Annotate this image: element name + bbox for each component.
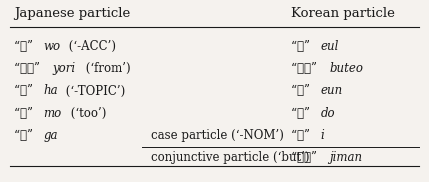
Text: i: i <box>320 129 324 142</box>
Text: (‘-TOPIC’): (‘-TOPIC’) <box>62 84 125 98</box>
Text: (‘too’): (‘too’) <box>67 107 106 120</box>
Text: “을”: “을” <box>291 40 314 53</box>
Text: “지만”: “지만” <box>291 151 321 164</box>
Text: “이”: “이” <box>291 129 314 142</box>
Text: eul: eul <box>320 40 339 53</box>
Text: “も”: “も” <box>14 107 37 120</box>
Text: “が”: “が” <box>14 129 37 142</box>
Text: ha: ha <box>43 84 58 98</box>
Text: Korean particle: Korean particle <box>291 7 395 20</box>
Text: (‘from’): (‘from’) <box>82 62 130 75</box>
Text: “は”: “は” <box>14 84 37 98</box>
Text: do: do <box>320 107 335 120</box>
Text: “より”: “より” <box>14 62 44 75</box>
Text: “부터”: “부터” <box>291 62 321 75</box>
Text: yori: yori <box>52 62 76 75</box>
Text: eun: eun <box>320 84 343 98</box>
Text: “은”: “은” <box>291 84 314 98</box>
Text: ga: ga <box>43 129 58 142</box>
Text: jiman: jiman <box>329 151 363 164</box>
Text: conjunctive particle (‘but’): conjunctive particle (‘but’) <box>151 151 309 164</box>
Text: “を”: “を” <box>14 40 37 53</box>
Text: Japanese particle: Japanese particle <box>14 7 130 20</box>
Text: case particle (‘-NOM’): case particle (‘-NOM’) <box>151 129 284 142</box>
Text: “도”: “도” <box>291 107 314 120</box>
Text: (‘-ACC’): (‘-ACC’) <box>65 40 116 53</box>
Text: wo: wo <box>43 40 60 53</box>
Text: mo: mo <box>43 107 62 120</box>
Text: buteo: buteo <box>329 62 363 75</box>
